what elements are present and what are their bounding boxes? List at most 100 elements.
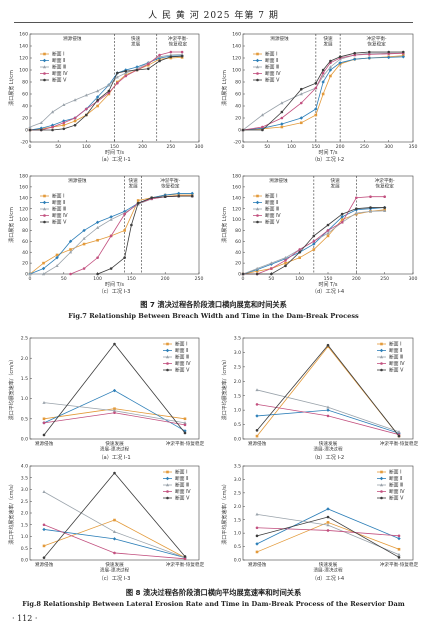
legend-label: 断面 Ⅴ	[175, 495, 190, 502]
data-point	[42, 417, 46, 421]
data-point	[383, 206, 386, 209]
x-tick-label: 250	[195, 276, 204, 282]
x-tick-label: 100	[93, 276, 102, 282]
data-point	[368, 209, 373, 213]
y-tick-label: 180	[19, 174, 28, 180]
legend-label: 断面 Ⅱ	[52, 199, 65, 206]
data-point	[329, 59, 332, 63]
data-point	[355, 196, 358, 200]
data-point	[51, 125, 54, 129]
data-point	[397, 552, 401, 556]
series-2	[255, 408, 401, 435]
data-point	[397, 434, 401, 438]
y-tick-label: 180	[232, 174, 241, 180]
data-point	[62, 121, 66, 125]
category-label: 冲淤平衡-恢复稳定	[166, 440, 205, 447]
data-point	[367, 56, 371, 60]
data-point	[298, 250, 301, 254]
legend-marker	[379, 476, 384, 481]
data-point	[113, 411, 116, 415]
data-point	[112, 409, 117, 412]
data-point	[340, 212, 344, 216]
x-tick-label: 250	[166, 144, 175, 150]
legend-marker	[380, 490, 383, 493]
data-point	[283, 255, 288, 259]
category-label: 冲淤平衡-恢复稳定	[380, 440, 419, 447]
data-point	[255, 512, 259, 516]
data-point	[135, 68, 139, 72]
category-label: 溯源侵蚀	[248, 561, 267, 568]
data-point	[326, 231, 330, 235]
phase-label: 冲淤平衡-	[367, 35, 387, 42]
y-tick-label: 140	[19, 44, 28, 50]
x-tick-label: 0	[29, 276, 32, 282]
data-point	[96, 226, 100, 229]
y-tick-label: 0.0	[21, 558, 28, 564]
series-5	[42, 342, 187, 437]
x-axis-label: 时间 T/s	[105, 149, 124, 156]
data-point	[28, 125, 32, 129]
legend-marker	[43, 72, 46, 75]
legend-marker	[166, 470, 169, 474]
legend-label: 断面 Ⅰ	[265, 51, 278, 58]
data-point	[112, 530, 117, 533]
data-point	[82, 267, 86, 270]
x-tick-label: 300	[409, 276, 418, 282]
y-axis-label: 溃口展宽 Lt/cm	[221, 207, 228, 243]
y-tick-label: 2.5	[21, 336, 28, 342]
y-tick-label: 2.5	[234, 490, 241, 496]
legend-label: 断面 Ⅳ	[265, 70, 281, 77]
data-point	[107, 83, 111, 87]
category-label: 溯源侵蚀	[248, 440, 267, 447]
legend-marker	[255, 207, 260, 211]
data-point	[73, 123, 77, 127]
data-point	[42, 527, 46, 532]
fig7-chart-b: -20 0 20 40 60 80 100 120 140 160 0 50 100 150 200 250 3…	[213, 26, 427, 166]
category-label: 溃展-漂决过程	[313, 566, 343, 573]
data-point	[383, 195, 386, 198]
data-point	[326, 345, 330, 348]
data-point	[255, 542, 259, 546]
y-tick-label: 120	[232, 56, 241, 62]
category-label: 溯源侵蚀	[35, 440, 54, 447]
chart-subtitle: （d）工况 Ⅰ-4	[312, 288, 345, 295]
data-point	[109, 267, 113, 270]
y-tick-label: 40	[22, 250, 28, 256]
x-tick-label: 0	[29, 144, 32, 150]
data-point	[280, 116, 284, 120]
x-tick-label: 150	[311, 144, 320, 150]
data-point	[367, 53, 371, 56]
data-point	[326, 507, 330, 511]
data-point	[338, 55, 342, 59]
data-point	[369, 206, 372, 209]
data-point	[261, 128, 264, 132]
y-tick-label: 1.5	[234, 393, 241, 399]
data-point	[326, 408, 330, 412]
legend-marker	[42, 65, 47, 69]
legend-marker	[165, 348, 170, 353]
data-point	[62, 123, 66, 127]
y-axis-label: 溃口平均展宽速率/（cm/s）	[221, 357, 228, 421]
data-point	[280, 125, 284, 129]
series-line	[256, 409, 400, 434]
data-point	[42, 523, 46, 527]
legend-marker	[43, 194, 46, 198]
data-point	[42, 490, 46, 494]
legend-marker	[380, 342, 383, 346]
x-tick-label: 150	[324, 276, 333, 282]
category-label: 溃展-漂决过程	[100, 566, 130, 573]
chart-subtitle: （b）工况 Ⅰ-2	[312, 454, 344, 461]
data-point	[326, 223, 330, 227]
x-tick-label: 100	[287, 144, 296, 150]
plot-frame	[242, 33, 414, 143]
data-point	[326, 414, 330, 418]
legend-label: 断面 Ⅰ	[175, 341, 188, 348]
y-tick-label: 3.5	[21, 475, 28, 481]
data-point	[387, 52, 391, 56]
y-axis-label: 溃口平均展宽速率/（cm/s）	[221, 481, 228, 545]
data-point	[255, 434, 259, 438]
legend-marker	[166, 496, 169, 500]
data-point	[112, 537, 117, 541]
y-tick-label: 20	[235, 261, 241, 267]
data-point	[255, 272, 259, 276]
